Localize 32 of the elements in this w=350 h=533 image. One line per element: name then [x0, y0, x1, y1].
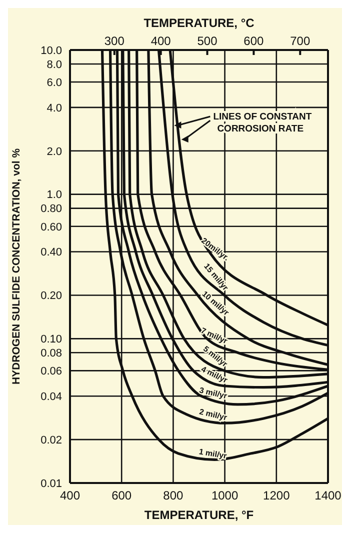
y-tick-label: 0.01	[40, 478, 62, 490]
y-axis-title: HYDROGEN SULFIDE CONCENTRATION, vol %	[10, 148, 23, 385]
x2-tick-label: 300	[104, 34, 125, 48]
x-tick-label: 400	[60, 488, 80, 503]
x-tick-label: 1200	[263, 488, 290, 503]
x-tick-label: 1400	[314, 488, 342, 503]
x2-axis-title: TEMPERATURE, °C	[144, 16, 255, 30]
y-tick-label: 0.80	[40, 203, 62, 216]
y-tick-label: 0.08	[40, 348, 62, 360]
x-axis-title: TEMPERATURE, °F	[144, 508, 254, 522]
x2-tick-label: 400	[150, 34, 172, 48]
x-tick-label: 600	[112, 488, 132, 503]
y-tick-label: 6.0	[46, 76, 62, 89]
y-tick-label: 2.0	[46, 146, 62, 158]
x-tick-label: 800	[163, 488, 184, 503]
x-tick-label: 1000	[211, 488, 238, 503]
text: 2 mil/yr	[198, 407, 228, 422]
y-tick-label: 0.10	[40, 334, 62, 346]
y-tick-label: 0.40	[40, 246, 62, 259]
x2-tick-label: 600	[244, 34, 264, 48]
y-tick-label: 4.0	[46, 102, 62, 114]
y-tick-label: 0.02	[40, 434, 62, 446]
x2-tick-label: 700	[290, 34, 310, 48]
text: 1 mil/yr	[198, 447, 228, 461]
y-tick-label: 0.60	[40, 221, 62, 234]
y-tick-label: 10.0	[40, 44, 62, 57]
y-tick-label: 8.0	[46, 58, 62, 71]
y-tick-label: 0.06	[40, 366, 62, 378]
y-tick-label: 0.20	[40, 290, 62, 302]
y-tick-label: 1.0	[46, 189, 62, 202]
x2-tick-label: 500	[197, 34, 218, 48]
y-tick-label: 0.04	[40, 391, 62, 404]
